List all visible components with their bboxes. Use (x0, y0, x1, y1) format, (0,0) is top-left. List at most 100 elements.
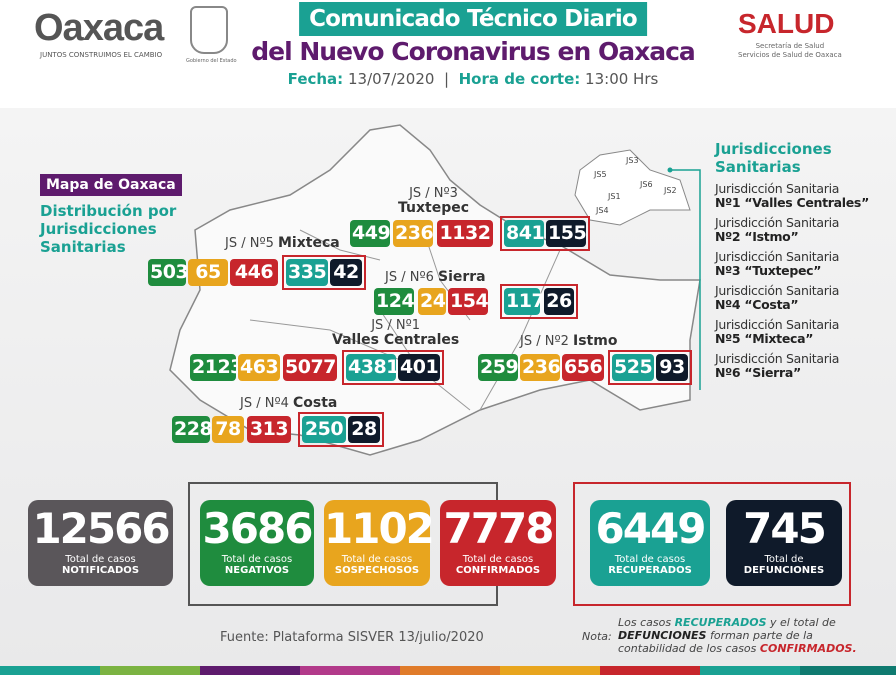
hora-label: Hora de corte: (458, 70, 581, 88)
cluster-js: JS / Nº5 (225, 236, 274, 251)
value-negativos: 124 (374, 288, 415, 315)
note: Nota: Los casos RECUPERADOS y el total d… (582, 616, 857, 655)
footer-color-strip (400, 666, 500, 675)
oaxaca-logo: Oaxaca (34, 7, 164, 49)
total-label: Total de casos (65, 554, 136, 565)
cluster-name: Costa (293, 395, 338, 411)
cluster-label: JS / Nº5 Mixteca (225, 235, 340, 252)
title-line2: del Nuevo Coronavirus en Oaxaca (251, 37, 696, 66)
note-recuperados: RECUPERADOS (674, 616, 767, 629)
total-category: CONFIRMADOS (455, 565, 541, 576)
footer-color-strip (600, 666, 700, 675)
salud-sub2: Servicios de Salud de Oaxaca (738, 51, 842, 59)
value-recuperados: 250 (302, 416, 346, 443)
total-category: NOTIFICADOS (61, 565, 140, 576)
legend-line1: Jurisdicción Sanitaria (715, 215, 840, 230)
cluster-outline (500, 216, 590, 251)
footer-color-strip (700, 666, 800, 675)
total-label: Total de casos (462, 554, 534, 565)
value-recuperados: 4381 (346, 354, 399, 381)
total-value: 1102 (324, 504, 435, 553)
legend-line1: Jurisdicción Sanitaria (715, 351, 840, 366)
value-sospechosos: 65 (188, 259, 228, 286)
value-defunciones: 28 (348, 416, 380, 443)
note-defunciones: DEFUNCIONES (618, 629, 707, 642)
legend-item: Jurisdicción Sanitaria Nº4 “Costa” (715, 284, 839, 312)
total-value: 12566 (32, 504, 170, 553)
total-value: 6449 (595, 504, 707, 553)
value-defunciones: 401 (398, 354, 440, 381)
legend-item: Jurisdicción Sanitaria Nº2 “Istmo” (715, 216, 839, 244)
note-label: Nota: (582, 630, 612, 643)
cluster-js: JS / Nº3 (409, 186, 458, 201)
legend-line1: Jurisdicción Sanitaria (715, 283, 840, 298)
cluster-label: JS / Nº6 Sierra (385, 269, 486, 286)
mini-map-label: JS2 (664, 186, 677, 195)
source-text: Fuente: Plataforma SISVER 13/julio/2020 (220, 630, 484, 645)
separator: | (443, 70, 450, 88)
legend-title-1: Jurisdicciones (715, 140, 832, 158)
legend-line1: Jurisdicción Sanitaria (715, 249, 840, 264)
footer-color-strip (0, 666, 100, 675)
footer-color-strip (800, 666, 896, 675)
fecha: 13/07/2020 (347, 70, 435, 88)
map-subtitle-3: Sanitarias (40, 238, 126, 256)
cluster-outline (608, 350, 692, 385)
value-sospechosos: 78 (212, 416, 244, 443)
cluster-js: JS / Nº2 (520, 334, 569, 349)
hora: 13:00 Hrs (585, 70, 659, 88)
total-card-negativos: 3686 Total de casos NEGATIVOS (200, 500, 314, 586)
value-negativos: 2123 (190, 354, 243, 381)
value-sospechosos: 463 (238, 354, 280, 381)
value-defunciones: 42 (330, 259, 362, 286)
salud-logo: SALUD (738, 8, 835, 39)
value-confirmados: 313 (247, 416, 291, 443)
value-confirmados: 446 (230, 259, 278, 286)
legend-item: Jurisdicción Sanitaria Nº3 “Tuxtepec” (715, 250, 839, 278)
cluster-name: Mixteca (278, 235, 340, 251)
cluster-name: Sierra (438, 269, 486, 285)
legend-item: Jurisdicción Sanitaria Nº6 “Sierra” (715, 352, 839, 380)
footer-color-strip (100, 666, 200, 675)
note-text: y el total de (766, 616, 836, 629)
total-label: Total de casos (614, 554, 686, 565)
value-recuperados: 117 (504, 288, 545, 315)
legend-line2: Nº6 “Sierra” (715, 365, 801, 380)
value-defunciones: 93 (656, 354, 688, 381)
total-card-sospechosos: 1102 Total de casos SOSPECHOSOS (324, 500, 435, 586)
legend-title-2: Sanitarias (715, 158, 801, 176)
value-recuperados: 335 (286, 259, 328, 286)
mini-map-label: JS6 (640, 180, 653, 189)
note-text: contabilidad de los casos (618, 642, 760, 655)
total-category: SOSPECHOSOS (334, 565, 420, 576)
cluster-label: JS / Nº4 Costa (240, 395, 338, 412)
cluster-js: JS / Nº6 (385, 270, 434, 285)
map-subtitle-1: Distribución por (40, 202, 177, 220)
legend-line2: Nº5 “Mixteca” (715, 331, 814, 346)
legend-line2: Nº2 “Istmo” (715, 229, 799, 244)
total-category: RECUPERADOS (608, 565, 692, 576)
cluster-outline (500, 284, 578, 319)
cluster-name: Istmo (573, 333, 618, 349)
total-value: 7778 (443, 504, 555, 553)
legend-line1: Jurisdicción Sanitaria (715, 317, 840, 332)
mini-map-label: JS3 (626, 156, 639, 165)
date-line: Fecha: 13/07/2020 | Hora de corte: 13:00… (288, 69, 659, 89)
total-card-recuperados: 6449 Total de casos RECUPERADOS (590, 500, 710, 586)
note-confirmados: CONFIRMADOS. (759, 642, 857, 655)
cluster-label: JS / Nº2 Istmo (520, 333, 618, 350)
legend-title: Jurisdicciones Sanitarias (715, 140, 832, 176)
total-label: Total de casos (221, 554, 293, 565)
state-seal-icon (190, 6, 228, 54)
total-card-notificados: 12566 Total de casos NOTIFICADOS (28, 500, 173, 586)
footer-color-strip (500, 666, 600, 675)
legend-item: Jurisdicción Sanitaria Nº1 “Valles Centra… (715, 182, 869, 210)
mini-map-label: JS1 (608, 192, 621, 201)
seal-caption: Gobierno del Estado (186, 58, 237, 64)
cluster-outline (298, 412, 384, 447)
salud-subtitle: Secretaría de Salud Servicios de Salud de… (738, 42, 842, 60)
value-confirmados: 5077 (283, 354, 337, 381)
value-confirmados: 1132 (437, 220, 493, 247)
fecha-label: Fecha: (287, 70, 344, 88)
total-card-confirmados: 7778 Total de casos CONFIRMADOS (440, 500, 556, 586)
